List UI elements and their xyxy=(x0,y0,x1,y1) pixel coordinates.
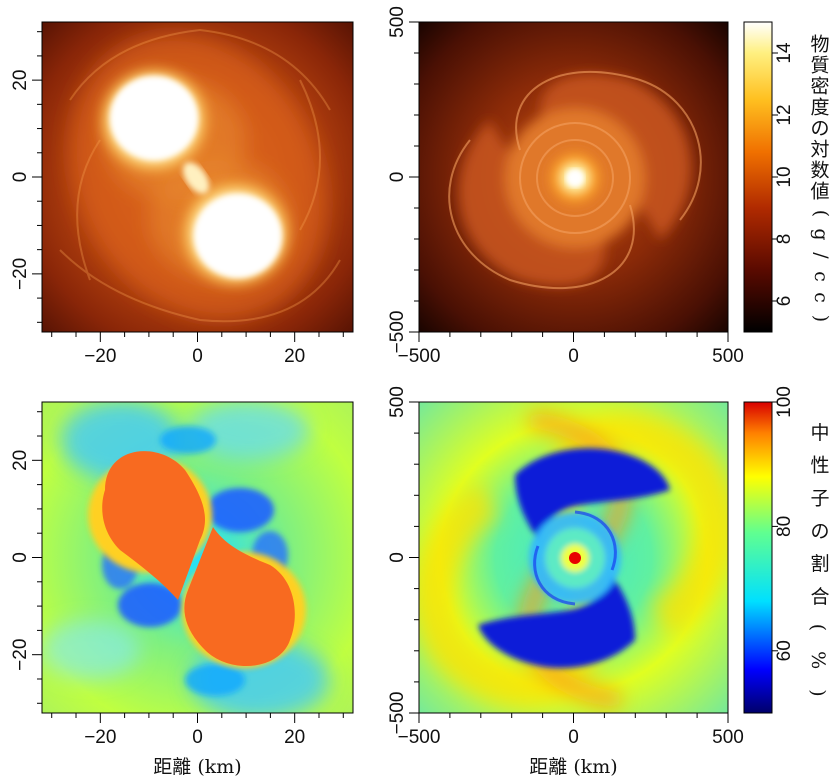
x-tick-label-neutron-outer: 500 xyxy=(712,727,744,748)
x-axis-label-neutron-outer: 距離 (km) xyxy=(529,756,617,778)
colorbar-tick-label: 10 xyxy=(774,166,795,187)
colorbar-label-char: ) xyxy=(807,689,829,696)
colorbar-label-char: ( xyxy=(807,624,829,631)
y-tick-label-density-inner: 0 xyxy=(10,172,31,183)
y-tick-label-density-inner: −20 xyxy=(10,258,31,290)
y-tick-label-neutron-outer: 0 xyxy=(387,552,408,563)
x-tick-label-density-outer: 500 xyxy=(712,346,744,367)
x-tick-label-neutron-inner: 20 xyxy=(284,727,305,748)
x-tick-label-density-outer: 0 xyxy=(568,346,579,367)
neutron-star-lower xyxy=(184,527,295,667)
colorbar-label-char: / xyxy=(810,252,832,259)
colorbar-label-char: 子 xyxy=(810,488,829,510)
colorbar-label-char: 性 xyxy=(810,455,829,477)
low-fraction-arm-lower xyxy=(478,575,635,669)
colorbar-tick-label: 6 xyxy=(774,296,795,307)
y-tick-label-density-outer: 0 xyxy=(387,172,408,183)
colorbar-tick-label: 100 xyxy=(774,386,795,418)
low-fraction-arm-upper xyxy=(515,448,670,540)
colorbar-label-char: 質 xyxy=(810,55,829,77)
colorbar-tick-label: 8 xyxy=(774,234,795,245)
colorbar-label-char: 値 xyxy=(810,181,829,203)
colorbar-label-char: c xyxy=(810,292,832,303)
y-tick-label-density-outer: 500 xyxy=(387,6,408,38)
heatmap-neutron-outer xyxy=(419,402,728,713)
colorbar-label-char: の xyxy=(810,118,829,140)
colorbar-label-char: 数 xyxy=(810,160,829,182)
heatmap-neutron-inner xyxy=(42,402,353,713)
colorbar-tick-label: 14 xyxy=(774,42,795,64)
x-tick-label-density-outer: −500 xyxy=(398,346,441,367)
heatmap-density-inner xyxy=(42,22,353,332)
heatmap-density-outer xyxy=(419,22,728,332)
x-tick-label-density-inner: 0 xyxy=(192,346,203,367)
axes-layer: −20 0 20 20 0 −20 −500 0 500 500 0 −500 14 12 10 8 6 物質密度… xyxy=(10,6,832,778)
colorbar-label-char: % xyxy=(807,651,829,669)
y-tick-label-neutron-inner: −20 xyxy=(10,639,31,671)
x-tick-label-neutron-outer: −500 xyxy=(398,727,441,748)
colorbar-tick-label: 12 xyxy=(774,104,795,125)
colorbar-label-char: 密 xyxy=(810,76,829,98)
colorbar-label-char: 中 xyxy=(810,422,829,444)
x-tick-label-density-inner: −20 xyxy=(84,346,116,367)
colorbar-tick-label: 80 xyxy=(774,516,795,537)
colorbar-label-char: 度 xyxy=(810,97,829,119)
colorbar-label-char: g xyxy=(810,228,832,240)
x-tick-label-neutron-outer: 0 xyxy=(568,727,579,748)
neutron-star-upper xyxy=(102,451,205,600)
colorbar-label-char: 合 xyxy=(810,586,829,608)
y-tick-label-neutron-outer: 500 xyxy=(387,386,408,418)
colorbar-tick-label: 60 xyxy=(774,640,795,661)
x-axis-label-neutron-inner: 距離 (km) xyxy=(153,756,241,778)
x-tick-label-neutron-inner: −20 xyxy=(84,727,116,748)
y-tick-label-density-outer: −500 xyxy=(387,311,408,354)
x-tick-label-neutron-inner: 0 xyxy=(192,727,203,748)
colorbar-label-char: 物 xyxy=(810,34,829,56)
y-tick-label-neutron-inner: 0 xyxy=(10,552,31,563)
colorbar-density xyxy=(743,21,773,333)
colorbar-label-char: ) xyxy=(810,315,832,322)
x-tick-label-density-inner: 20 xyxy=(284,346,305,367)
colorbar-label-char: ( xyxy=(810,210,832,217)
colorbar-label-char: 対 xyxy=(810,139,829,161)
y-tick-label-neutron-inner: 20 xyxy=(10,450,31,471)
y-tick-label-neutron-outer: −500 xyxy=(387,692,408,735)
colorbar-label-char: の xyxy=(810,520,829,542)
colorbar-label-char: c xyxy=(810,271,832,282)
colorbar-label-char: 割 xyxy=(810,553,829,575)
y-tick-label-density-inner: 20 xyxy=(10,70,31,91)
colorbar-neutron xyxy=(743,401,773,714)
